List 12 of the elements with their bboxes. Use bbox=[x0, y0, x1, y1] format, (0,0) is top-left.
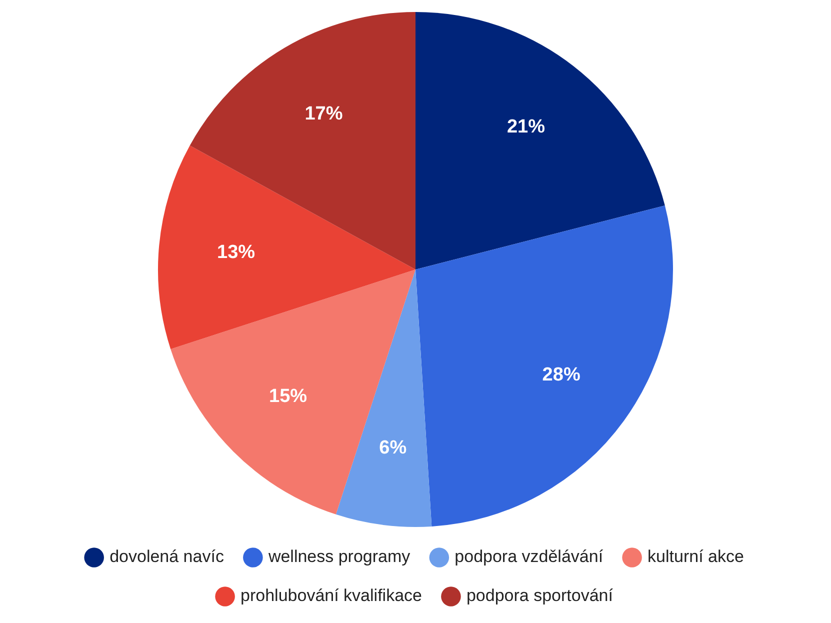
data-label: 6% bbox=[379, 438, 407, 459]
data-label: 28% bbox=[542, 364, 580, 386]
data-label: 17% bbox=[304, 104, 343, 125]
legend-label: prohlubování kvalifikace bbox=[240, 586, 422, 606]
data-label: 21% bbox=[506, 116, 546, 138]
legend-label: podpora vzdělávání bbox=[454, 547, 604, 566]
legend-label: kulturní akce bbox=[648, 547, 744, 566]
data-label: 15% bbox=[269, 386, 308, 408]
legend-label: dovolená navíc bbox=[110, 547, 224, 566]
legend-label: wellness programy bbox=[267, 547, 411, 566]
data-label: 13% bbox=[217, 242, 256, 263]
legend-label: podpora sportování bbox=[466, 586, 614, 606]
